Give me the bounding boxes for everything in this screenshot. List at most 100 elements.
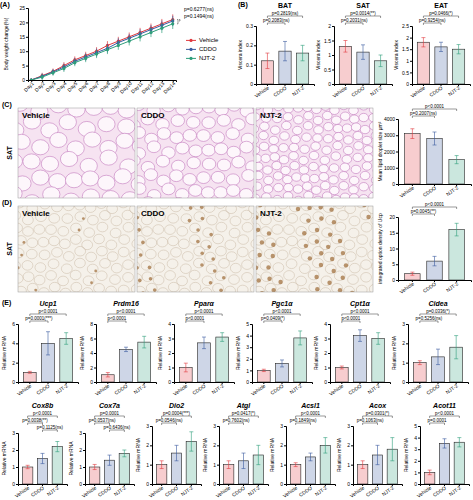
adipocyte <box>313 116 323 124</box>
tick: Vehicle <box>215 484 232 499</box>
tick-mark <box>250 336 252 337</box>
adipocyte <box>137 211 140 221</box>
tick-label: Vehicle <box>16 382 33 396</box>
adipocyte <box>137 127 145 139</box>
marker <box>30 78 33 80</box>
adipocyte <box>43 187 60 198</box>
tick: 2 <box>168 350 174 356</box>
adipocyte <box>256 125 259 133</box>
stain <box>330 257 334 261</box>
legend-label: CDDO <box>199 46 217 52</box>
adipocyte <box>38 288 49 292</box>
adipocyte <box>168 282 179 292</box>
adipocyte <box>320 288 331 292</box>
adipocyte <box>190 282 201 292</box>
adipocyte <box>49 174 66 189</box>
adipocyte <box>106 240 117 250</box>
tick-label: 1 <box>246 368 249 374</box>
annotation: p<0.0001 <box>273 309 292 314</box>
annotation: p=0.6436(ns) <box>104 425 131 430</box>
tick: CDDO <box>432 484 448 498</box>
chart-title: Atgl <box>236 402 252 410</box>
marker <box>138 35 141 38</box>
adipocyte <box>329 164 339 172</box>
x-axis: VehicleCDDONJT-2 <box>94 382 157 397</box>
adipocyte <box>369 284 373 292</box>
tick: 1 <box>328 52 334 58</box>
annotation: p=0.0409(*) <box>261 316 285 321</box>
tick-label: Day6 <box>77 80 90 93</box>
adipocyte <box>74 206 85 210</box>
tick-mark <box>410 49 412 50</box>
tick-label: 0 <box>168 379 171 385</box>
tick: NJT-2 <box>445 280 460 293</box>
stain <box>296 207 300 211</box>
adipocyte <box>131 284 135 292</box>
significance-bracket <box>108 321 126 323</box>
adipocyte <box>219 211 230 221</box>
tick: NJT-2 <box>366 382 381 395</box>
significance-bracket <box>345 23 363 25</box>
annotation: p<0.0001 <box>107 316 126 321</box>
tick-mark <box>16 324 18 325</box>
adipocyte <box>232 156 245 168</box>
tick-label: Day2 <box>33 80 46 93</box>
adipocyte <box>369 122 373 130</box>
annotation: p=0.0417(*) <box>232 411 256 416</box>
legend: VehicleCDDONJT-2 <box>186 37 219 61</box>
stain <box>138 279 142 283</box>
tick-mark <box>410 72 412 73</box>
tick: NJT-2 <box>314 484 329 497</box>
stain <box>196 240 200 244</box>
tick: 3 <box>324 336 330 342</box>
tick-mark <box>396 280 398 281</box>
plot-area <box>257 331 306 382</box>
adipocyte <box>111 263 122 273</box>
significance-bracket <box>342 321 360 323</box>
adipocyte <box>217 159 230 171</box>
y-axis: 012345 <box>246 321 252 385</box>
adipocyte <box>202 144 215 156</box>
bar <box>405 134 420 184</box>
adipocyte <box>299 166 309 174</box>
adipocyte <box>52 206 63 212</box>
adipocyte <box>272 225 283 235</box>
axis-line <box>284 427 287 485</box>
tick: Day14 <box>162 80 177 95</box>
annotation: p=0.0301(*) <box>366 411 390 416</box>
tick-label: Day4 <box>55 80 68 93</box>
tick-mark <box>396 184 398 185</box>
micrograph-frame <box>18 206 135 292</box>
plot-area <box>413 336 462 382</box>
tick-label: 4 <box>12 340 15 346</box>
annotation: p<0.0001 <box>39 309 58 314</box>
error-bar <box>390 438 394 461</box>
micrograph <box>256 108 373 198</box>
tick: CDDO <box>350 84 366 98</box>
y-axis-title: Relative mRNA <box>235 335 241 370</box>
tick: 0 <box>406 81 412 87</box>
tick-label: 0 <box>146 481 149 487</box>
bar <box>449 230 464 280</box>
tick-label: 25 <box>19 5 25 11</box>
adipocyte <box>116 133 133 148</box>
annotation: p=0.1849(ns) <box>290 418 317 423</box>
tick: 3000 <box>384 132 398 138</box>
adipocyte <box>118 119 135 134</box>
adipocyte <box>156 155 169 167</box>
adipocyte <box>106 286 117 292</box>
adipocyte <box>289 152 299 160</box>
tick-label: 1 <box>146 462 149 468</box>
tick: 1 <box>12 464 18 470</box>
tick-label: NJT-2 <box>180 484 195 497</box>
adipocyte <box>214 143 227 155</box>
adipocyte <box>246 113 254 125</box>
adipocyte <box>110 228 121 238</box>
tick-label: 3 <box>146 423 149 429</box>
adipocyte <box>323 206 334 212</box>
legend-item: Vehicle <box>186 37 219 43</box>
tick-label: Day3 <box>44 80 57 93</box>
adipocyte <box>274 183 284 191</box>
error-bar <box>343 41 347 53</box>
tick: Day2 <box>33 80 46 93</box>
